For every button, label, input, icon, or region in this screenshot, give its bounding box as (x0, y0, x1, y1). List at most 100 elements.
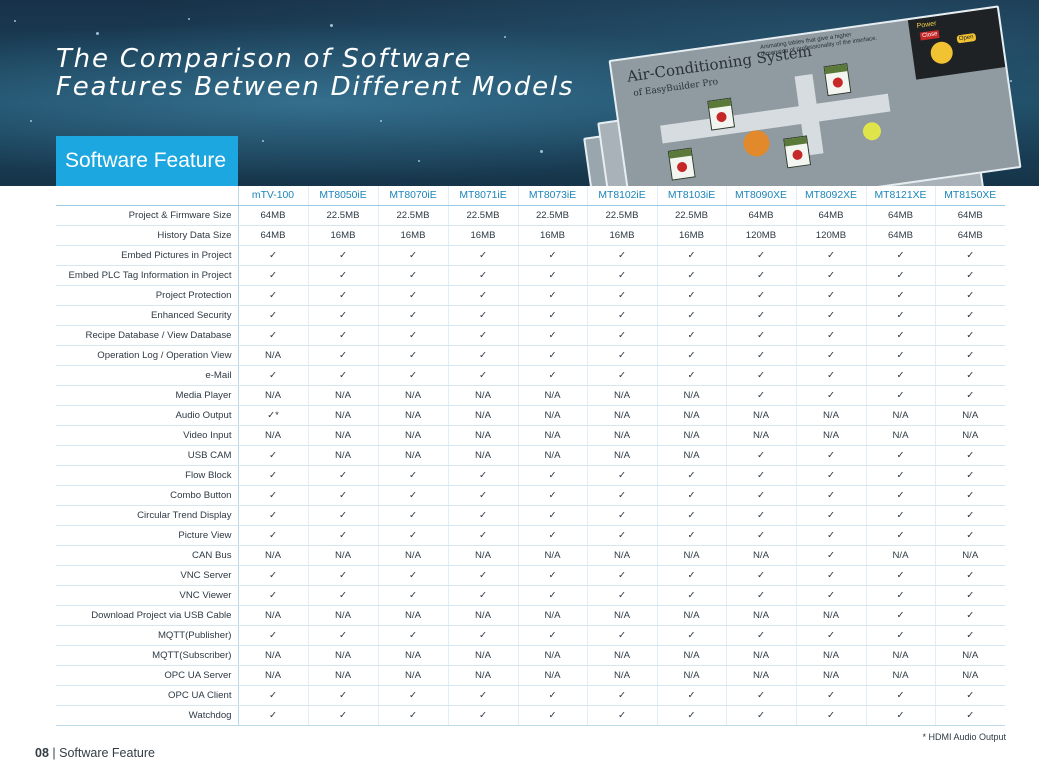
feature-value: N/A (307, 545, 378, 566)
feature-value: ✓ (447, 565, 518, 586)
feature-value: N/A (865, 665, 935, 686)
feature-value: ✓ (656, 485, 726, 506)
feature-value: ✓ (377, 685, 448, 706)
feature-value: ✓ (447, 685, 518, 706)
feature-value: ✓ (865, 685, 935, 706)
feature-value: N/A (447, 545, 518, 566)
feature-value: 64MB (795, 205, 866, 226)
feature-value: N/A (656, 445, 726, 466)
feature-value: N/A (586, 645, 657, 666)
feature-value: ✓ (795, 245, 866, 266)
table-row: Download Project via USB Cable N/A N/A N/A N… (56, 605, 1005, 626)
table-row: e-Mail ✓ ✓ ✓ ✓ ✓ ✓ ✓ ✓ ✓ ✓ ✓ (56, 365, 1005, 386)
feature-name: CAN Bus (56, 545, 239, 566)
feature-value: ✓ (934, 385, 1005, 406)
feature-value: ✓ (934, 265, 1005, 286)
feature-value: ✓ (237, 285, 308, 306)
feature-value: N/A (307, 645, 378, 666)
model-header: MT8121XE (865, 186, 935, 206)
feature-value: N/A (656, 545, 726, 566)
feature-value: ✓ (586, 365, 657, 386)
product-screen-front: Air-Conditioning System of EasyBuilder P… (608, 5, 1022, 186)
feature-value: ✓ (377, 585, 448, 606)
feature-name: Project Protection (56, 285, 239, 306)
feature-value: N/A (586, 665, 657, 686)
table-row: VNC Server ✓ ✓ ✓ ✓ ✓ ✓ ✓ ✓ ✓ ✓ ✓ (56, 565, 1005, 586)
power-close-label: Close (919, 29, 940, 41)
feature-value: N/A (586, 545, 657, 566)
feature-value: ✓ (725, 625, 796, 646)
star-dot (504, 36, 506, 38)
feature-value: ✓ (237, 525, 308, 546)
feature-value: ✓ (795, 525, 866, 546)
feature-name: Enhanced Security (56, 305, 239, 326)
feature-value: N/A (656, 385, 726, 406)
feature-value: ✓ (865, 525, 935, 546)
feature-name: MQTT(Subscriber) (56, 645, 239, 666)
feature-value: ✓ (517, 345, 587, 366)
star-dot (14, 20, 16, 22)
feature-value: N/A (307, 385, 378, 406)
feature-value: ✓ (517, 365, 587, 386)
mini-gauge-icon (667, 147, 696, 181)
feature-value: N/A (237, 345, 308, 366)
feature-value: N/A (795, 425, 866, 446)
feature-value: N/A (586, 445, 657, 466)
feature-value: ✓ (725, 345, 796, 366)
feature-value: ✓ (865, 385, 935, 406)
feature-value: ✓ (656, 585, 726, 606)
feature-name: MQTT(Publisher) (56, 625, 239, 646)
feature-value: N/A (377, 405, 448, 426)
star-dot (540, 150, 543, 153)
feature-value: ✓ (377, 465, 448, 486)
feature-value: ✓ (447, 325, 518, 346)
table-row: History Data Size 64MB 16MB 16MB 16MB 16MB 16M… (56, 225, 1005, 246)
feature-value: ✓ (447, 305, 518, 326)
feature-value: ✓ (656, 265, 726, 286)
table-row: OPC UA Server N/A N/A N/A N/A N/A N/A N/A N/A N/A… (56, 665, 1005, 686)
feature-value: N/A (307, 605, 378, 626)
power-knob-icon (929, 40, 955, 66)
feature-value: ✓ (237, 625, 308, 646)
model-header: MT8092XE (795, 186, 866, 206)
feature-value: ✓ (865, 465, 935, 486)
feature-value: N/A (517, 645, 587, 666)
feature-value: ✓ (517, 585, 587, 606)
feature-value: 16MB (307, 225, 378, 246)
feature-value: ✓ (934, 345, 1005, 366)
feature-value: ✓ (865, 565, 935, 586)
feature-value: ✓ (934, 245, 1005, 266)
feature-value: ✓ (865, 265, 935, 286)
feature-value: 120MB (725, 225, 796, 246)
air-duct-graphic (660, 93, 891, 144)
feature-value: ✓ (725, 485, 796, 506)
feature-value: 120MB (795, 225, 866, 246)
feature-value: ✓ (934, 505, 1005, 526)
feature-value: ✓ (656, 685, 726, 706)
feature-value: ✓ (934, 705, 1005, 726)
feature-name: VNC Viewer (56, 585, 239, 606)
feature-value: ✓ (307, 625, 378, 646)
feature-value: ✓ (725, 505, 796, 526)
feature-value: N/A (377, 665, 448, 686)
feature-value: ✓ (377, 705, 448, 726)
feature-value: ✓ (725, 285, 796, 306)
feature-value: ✓ (517, 625, 587, 646)
table-row: Flow Block ✓ ✓ ✓ ✓ ✓ ✓ ✓ ✓ ✓ ✓ ✓ (56, 465, 1005, 486)
feature-value: ✓ (934, 625, 1005, 646)
feature-value: N/A (865, 425, 935, 446)
feature-value: ✓ (795, 265, 866, 286)
feature-value: ✓ (725, 685, 796, 706)
feature-value: ✓ (307, 305, 378, 326)
feature-value: N/A (307, 665, 378, 686)
feature-value: N/A (517, 405, 587, 426)
feature-value: N/A (517, 425, 587, 446)
feature-value: ✓ (237, 325, 308, 346)
mini-gauge-icon (823, 63, 852, 97)
feature-value: ✓ (934, 485, 1005, 506)
feature-value: 16MB (377, 225, 448, 246)
feature-value: ✓ (865, 305, 935, 326)
feature-value: N/A (307, 445, 378, 466)
feature-value: N/A (377, 645, 448, 666)
feature-value: ✓ (517, 245, 587, 266)
